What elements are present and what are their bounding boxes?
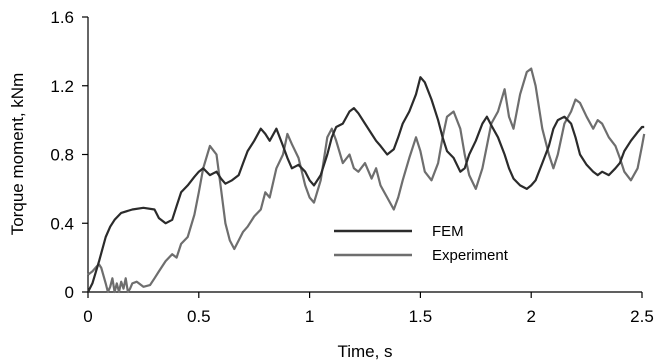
axis-ticks xyxy=(82,16,643,298)
x-tick-label: 1.5 xyxy=(409,307,433,326)
series-layer xyxy=(87,67,646,294)
series-line-experiment xyxy=(87,67,646,294)
legend: FEM Experiment xyxy=(334,223,509,264)
tick-labels: 0 0.5 1 1.5 2 2.5 0 0.4 0.8 1.2 1.6 xyxy=(50,8,653,326)
legend-label-fem: FEM xyxy=(432,223,464,240)
x-tick-label: 2 xyxy=(526,307,535,326)
y-tick-label: 0 xyxy=(65,283,74,302)
series-line-fem xyxy=(87,76,645,293)
y-axis-title: Torque moment, kNm xyxy=(8,73,27,236)
y-tick-label: 0.8 xyxy=(50,146,74,165)
x-tick-label: 2.5 xyxy=(630,307,654,326)
y-tick-label: 1.6 xyxy=(50,8,74,27)
y-tick-label: 0.4 xyxy=(50,214,74,233)
x-axis-title: Time, s xyxy=(337,342,392,361)
legend-label-experiment: Experiment xyxy=(432,247,509,264)
x-tick-label: 0.5 xyxy=(187,307,211,326)
y-tick-label: 1.2 xyxy=(50,77,74,96)
x-tick-label: 1 xyxy=(305,307,314,326)
x-tick-label: 0 xyxy=(83,307,92,326)
plot-area: 0 0.5 1 1.5 2 2.5 0 0.4 0.8 1.2 1.6 xyxy=(50,8,653,326)
